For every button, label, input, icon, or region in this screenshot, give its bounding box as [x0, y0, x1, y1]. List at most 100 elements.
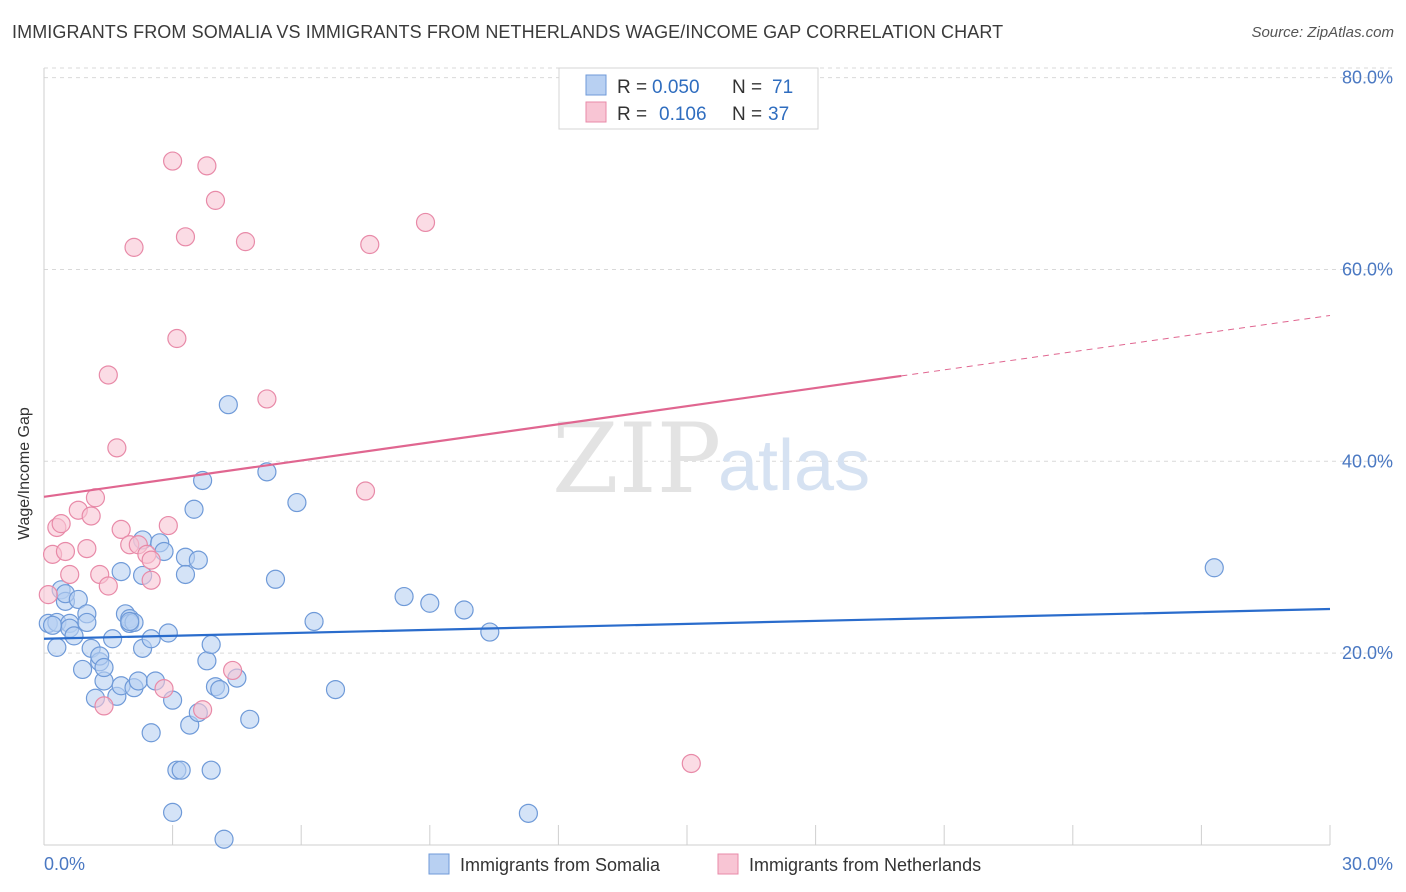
y-tick-label-2: 60.0%	[1342, 259, 1393, 279]
legend-swatch-netherlands	[585, 101, 607, 123]
trend-lines	[43, 314, 1331, 640]
point-somalia-8	[64, 626, 84, 646]
point-somalia-1	[47, 637, 67, 657]
point-somalia-19	[102, 629, 123, 649]
point-somalia-41	[171, 760, 191, 780]
point-somalia-37	[158, 623, 178, 643]
point-somalia-43	[175, 564, 196, 585]
point-netherlands-5	[60, 564, 80, 585]
point-somalia-45	[184, 499, 204, 519]
point-netherlands-20	[141, 570, 161, 590]
watermark: ZIP atlas	[552, 403, 870, 515]
point-somalia-18	[94, 657, 114, 678]
point-netherlands-35	[415, 212, 436, 233]
point-somalia-58	[257, 462, 277, 482]
series-somalia-points	[38, 395, 1224, 849]
bottom-legend-label-netherlands: Immigrants from Netherlands	[749, 855, 981, 875]
legend-n-label-netherlands: N =	[732, 104, 762, 125]
point-somalia-69	[42, 615, 63, 635]
point-somalia-10	[72, 659, 93, 680]
bottom-legend-swatch-netherlands	[717, 853, 739, 875]
point-somalia-53	[210, 679, 230, 700]
point-somalia-68	[1204, 558, 1224, 578]
point-netherlands-24	[163, 151, 183, 171]
point-netherlands-17	[124, 237, 144, 257]
watermark-atlas-text: atlas	[718, 426, 870, 506]
point-netherlands-3	[51, 514, 71, 534]
bottom-legend: Immigrants from Somalia Immigrants from …	[428, 853, 981, 875]
x-tick-label-max: 30.0%	[1342, 854, 1393, 874]
point-somalia-57	[240, 709, 260, 729]
point-somalia-70	[120, 611, 140, 632]
legend-n-value-netherlands: 37	[768, 104, 789, 125]
point-netherlands-22	[154, 679, 174, 699]
y-tick-label-0: 20.0%	[1342, 643, 1393, 663]
legend-r-label-netherlands: R =	[617, 104, 647, 125]
y-tick-labels: 20.0% 40.0% 60.0% 80.0%	[1342, 68, 1393, 664]
series-netherlands-points	[38, 151, 701, 774]
y-tick-label-1: 40.0%	[1342, 451, 1393, 471]
point-somalia-12	[77, 612, 97, 633]
point-somalia-54	[214, 829, 234, 849]
x-tick-labels: 0.0% 30.0%	[44, 854, 1393, 874]
axes	[43, 68, 1330, 846]
x-tick-label-min: 0.0%	[44, 854, 85, 874]
point-somalia-32	[141, 629, 161, 649]
point-netherlands-13	[98, 576, 118, 596]
chart-title: IMMIGRANTS FROM SOMALIA VS IMMIGRANTS FR…	[12, 22, 1004, 42]
point-somalia-50	[201, 634, 221, 655]
point-somalia-66	[480, 622, 500, 642]
point-somalia-64	[420, 593, 440, 613]
point-netherlands-28	[197, 156, 217, 176]
point-somalia-46	[188, 550, 208, 570]
legend-r-value-netherlands: 0.106	[659, 104, 707, 125]
point-netherlands-26	[175, 227, 196, 247]
point-somalia-62	[325, 679, 346, 700]
point-netherlands-12	[98, 365, 118, 385]
point-somalia-39	[163, 802, 183, 822]
trend-line-netherlands	[43, 374, 902, 498]
point-somalia-22	[111, 562, 131, 582]
point-somalia-9	[68, 589, 88, 610]
point-somalia-63	[394, 586, 414, 607]
point-netherlands-33	[355, 481, 376, 501]
bottom-legend-swatch-somalia	[428, 853, 450, 875]
trend-line-netherlands-extension	[901, 314, 1331, 377]
legend-n-value-somalia: 71	[772, 77, 793, 98]
point-netherlands-14	[107, 438, 127, 458]
point-netherlands-8	[81, 506, 101, 526]
legend-r-value-somalia: 0.050	[652, 77, 700, 98]
point-somalia-59	[265, 569, 286, 589]
trend-line-somalia	[43, 607, 1331, 640]
point-somalia-65	[454, 600, 474, 620]
point-netherlands-29	[205, 190, 226, 210]
point-netherlands-4	[55, 541, 76, 562]
point-netherlands-7	[77, 538, 97, 559]
point-netherlands-15	[111, 519, 131, 540]
bottom-legend-label-somalia: Immigrants from Somalia	[460, 855, 661, 875]
point-netherlands-32	[257, 389, 277, 409]
point-somalia-67	[518, 803, 538, 823]
legend-n-label-somalia: N =	[732, 77, 762, 98]
legend-swatch-somalia	[585, 74, 607, 96]
watermark-zip-text: ZIP	[552, 403, 721, 515]
point-netherlands-31	[235, 232, 256, 252]
point-somalia-51	[201, 760, 221, 780]
point-netherlands-11	[94, 696, 114, 716]
point-netherlands-34	[360, 234, 380, 255]
legend-box: R = 0.050 N = 71 R = 0.106 N = 37	[558, 67, 819, 130]
source-credit: Source: ZipAtlas.com	[1251, 24, 1394, 41]
y-tick-label-3: 80.0%	[1342, 68, 1393, 88]
point-somalia-28	[128, 671, 148, 691]
point-netherlands-30	[223, 660, 243, 681]
point-netherlands-23	[158, 515, 178, 536]
point-somalia-55	[218, 395, 238, 415]
point-netherlands-21	[141, 550, 161, 570]
point-somalia-33	[141, 723, 161, 743]
point-somalia-61	[304, 611, 324, 632]
point-netherlands-36	[681, 753, 701, 774]
point-netherlands-25	[167, 328, 187, 349]
point-netherlands-0	[38, 585, 58, 605]
